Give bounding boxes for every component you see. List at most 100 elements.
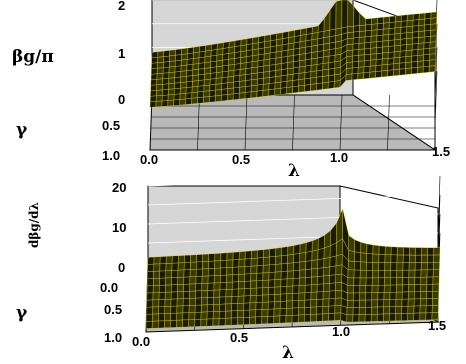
surface-facet [365, 299, 372, 308]
surface-facet [146, 285, 154, 294]
surface-facet [417, 48, 425, 56]
bottom-z-tick-10: 10 [112, 220, 126, 235]
surface-facet [429, 53, 436, 61]
surface-facet [299, 40, 307, 49]
surface-facet [233, 87, 240, 95]
surface-facet [188, 305, 196, 313]
surface-facet [233, 63, 241, 71]
surface-facet [299, 261, 306, 271]
surface-facet [292, 73, 300, 81]
surface-facet [395, 15, 402, 23]
surface-facet [281, 254, 288, 265]
surface-facet [414, 291, 421, 300]
surface-facet [252, 42, 259, 51]
surface-facet [195, 268, 203, 277]
surface-facet [245, 85, 252, 93]
surface-facet [405, 61, 412, 69]
surface-facet [167, 99, 175, 107]
surface-facet [268, 279, 276, 288]
surface-facet [176, 319, 183, 328]
surface-facet [273, 301, 281, 310]
surface-facet [363, 60, 371, 67]
surface-facet [175, 60, 182, 67]
surface-facet [299, 242, 307, 254]
surface-facet [292, 79, 299, 88]
surface-facet [179, 93, 187, 100]
surface-facet [255, 294, 263, 303]
bottom-y-tick-0-5: 0.5 [104, 302, 122, 317]
surface-facet [395, 313, 402, 321]
surface-facet [293, 244, 301, 255]
surface-facet [304, 65, 312, 73]
surface-facet [150, 73, 158, 80]
surface-facet [335, 273, 343, 284]
surface-facet [186, 81, 193, 88]
surface-facet [227, 70, 235, 78]
surface-facet [352, 49, 359, 57]
surface-facet [430, 23, 437, 31]
surface-facet [171, 255, 179, 264]
surface-facet [214, 253, 222, 262]
surface-facet [249, 295, 257, 304]
surface-facet [371, 17, 378, 25]
surface-facet [310, 284, 318, 293]
surface-facet [406, 20, 414, 27]
surface-facet [152, 299, 160, 308]
surface-facet [183, 269, 191, 278]
surface-facet [173, 93, 181, 101]
surface-facet [251, 72, 258, 80]
surface-facet [347, 260, 355, 271]
surface-facet [200, 311, 208, 320]
surface-facet [220, 267, 227, 276]
surface-facet [363, 72, 371, 79]
surface-facet [433, 254, 440, 263]
surface-facet [234, 51, 241, 59]
surface-facet [207, 275, 215, 284]
surface-facet [234, 57, 241, 65]
surface-facet [359, 292, 366, 301]
surface-facet [164, 291, 172, 300]
surface-facet [189, 269, 197, 278]
surface-facet [329, 282, 336, 292]
surface-facet [376, 40, 383, 48]
surface-facet [210, 55, 218, 63]
surface-facet [383, 313, 390, 322]
surface-facet [216, 54, 223, 62]
surface-facet [270, 39, 277, 48]
surface-facet [407, 313, 415, 321]
surface-facet [291, 314, 299, 323]
surface-facet [364, 48, 371, 55]
surface-facet [292, 277, 300, 287]
surface-facet [237, 317, 244, 326]
surface-facet [282, 31, 289, 39]
bottom-y-tick-1-0: 1.0 [104, 330, 122, 345]
surface-facet [359, 270, 367, 279]
surface-facet [156, 89, 163, 97]
surface-facet [433, 247, 441, 256]
surface-facet [258, 41, 265, 50]
bottom-z-tick-20: 20 [112, 180, 126, 195]
surface-facet [334, 73, 341, 82]
surface-facet [225, 289, 233, 297]
surface-facet [345, 73, 353, 81]
surface-facet [286, 285, 294, 294]
surface-facet [238, 281, 245, 290]
surface-facet [293, 261, 300, 271]
surface-facet [268, 271, 276, 281]
surface-facet [232, 274, 239, 283]
surface-facet [215, 89, 222, 97]
surface-facet [240, 38, 248, 46]
surface-facet [237, 310, 244, 318]
surface-facet [256, 280, 263, 289]
surface-facet [409, 247, 416, 256]
surface-facet [163, 61, 170, 68]
surface-facet [304, 77, 311, 86]
surface-facet [409, 254, 416, 263]
surface-facet [311, 32, 319, 41]
surface-facet [280, 81, 288, 89]
surface-facet [150, 79, 158, 86]
surface-facet [322, 68, 329, 77]
surface-facet [412, 13, 420, 21]
surface-facet [201, 275, 209, 284]
